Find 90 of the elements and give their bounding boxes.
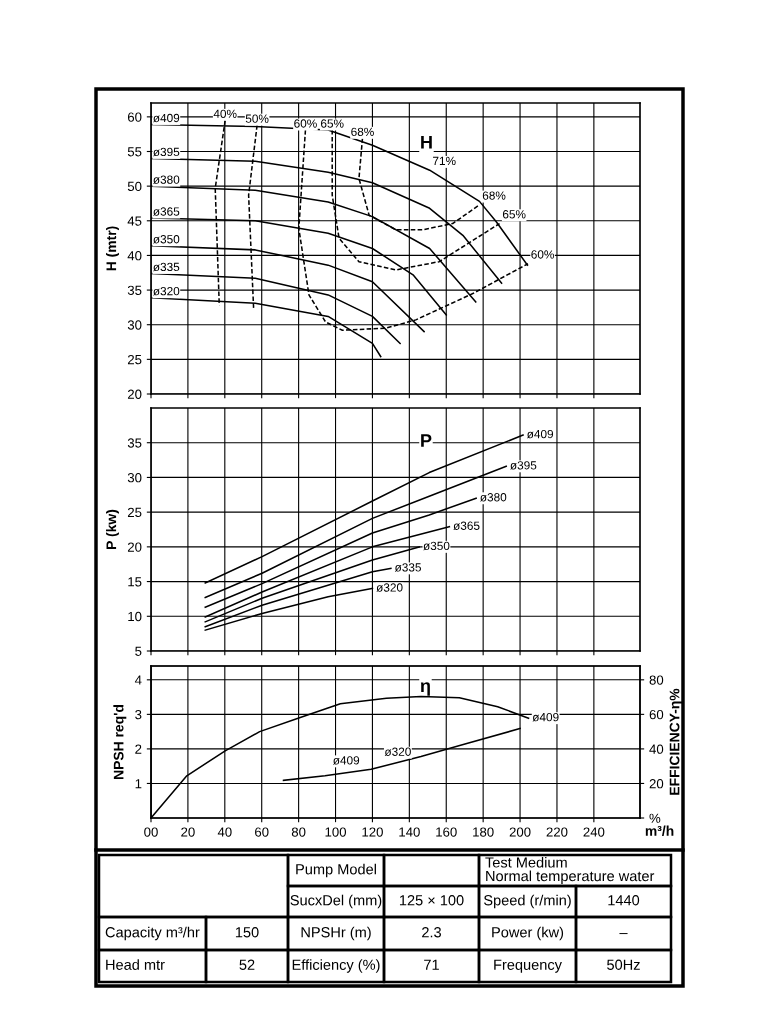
x-tick-label: 00 <box>144 827 158 837</box>
series-label: ø320 <box>376 583 403 592</box>
x-tick-label: 40 <box>217 827 232 837</box>
y-axis-title: H (mtr) <box>106 226 119 271</box>
y2-tick-label: 60 <box>649 709 664 720</box>
series-label: 60% <box>294 119 317 128</box>
text: Efficiency (%) <box>292 959 380 973</box>
text: Speed (r/min) <box>484 894 571 909</box>
series-label: ø320 <box>153 287 180 296</box>
y-axis-title: NPSH req'd <box>113 704 127 779</box>
series-label: ø365 <box>153 207 180 216</box>
x-tick-label: 200 <box>509 827 531 837</box>
annotation: ø409 <box>333 756 360 765</box>
annotation: 68% <box>482 191 506 200</box>
annotation: 65% <box>502 210 526 219</box>
text: Frequency <box>494 959 562 973</box>
y-tick-label: 45 <box>127 216 142 226</box>
y-tick-label: 25 <box>127 354 142 365</box>
annotation: η <box>420 682 430 696</box>
series-label: 40% <box>213 109 237 118</box>
y-tick-label: 5 <box>135 646 142 656</box>
y2-tick-label: 40 <box>649 744 664 754</box>
x-tick-label: 220 <box>546 827 568 837</box>
y2-tick-label: 20 <box>649 779 664 789</box>
series-label: ø395 <box>153 147 180 157</box>
series-label: ø409 <box>526 429 554 439</box>
y-tick-label: 2 <box>135 744 142 754</box>
y-tick-label: 60 <box>127 112 142 122</box>
text: Power (kw) <box>492 926 564 941</box>
x-axis-title: m³/h <box>645 825 674 836</box>
y-tick-label: 30 <box>127 473 142 483</box>
y-tick-label: 3 <box>135 709 142 720</box>
series-label: ø380 <box>153 175 180 184</box>
y-tick-label: 55 <box>127 147 142 157</box>
y-tick-label: 15 <box>128 577 142 587</box>
series-label: 68% <box>351 127 374 136</box>
annotation: ø320 <box>384 747 411 756</box>
x-tick-label: 60 <box>255 827 269 837</box>
x-tick-label: 20 <box>181 827 195 837</box>
x-tick-label: 160 <box>436 827 457 837</box>
series-label: ø350 <box>423 541 450 551</box>
y-tick-label: 25 <box>127 507 142 518</box>
text: Test Medium Normal temperature water <box>485 856 655 885</box>
text: 52 <box>239 959 255 970</box>
series-label: ø409 <box>153 113 180 123</box>
annotation: 60% <box>531 250 554 259</box>
x-tick-label: 120 <box>362 827 383 837</box>
y-tick-label: 35 <box>127 438 142 448</box>
y-tick-label: 35 <box>127 285 142 295</box>
y2-axis-title: EFFICIENCY-η% <box>669 688 683 795</box>
y-tick-label: 20 <box>127 389 142 399</box>
x-tick-label: 100 <box>325 827 347 837</box>
series-label: 65% <box>320 119 344 128</box>
y-tick-label: 30 <box>127 320 142 330</box>
text: 125 × 100 <box>399 895 464 906</box>
series-label: ø350 <box>153 235 180 244</box>
y-tick-label: 10 <box>128 611 142 622</box>
text: 50Hz <box>607 959 640 970</box>
text: 71 <box>424 959 439 970</box>
y-tick-label: 1 <box>135 779 142 789</box>
text: 2.3 <box>422 927 441 938</box>
y-tick-label: 50 <box>127 181 142 192</box>
series-label: ø335 <box>394 563 421 572</box>
text: – <box>619 933 628 935</box>
x-tick-label: 80 <box>291 827 306 837</box>
series-label: 50% <box>245 114 269 123</box>
series-label: ø380 <box>480 493 507 502</box>
x-tick-label: 180 <box>473 827 494 837</box>
text: Pump Model <box>296 863 376 878</box>
series-label: ø365 <box>453 521 480 530</box>
y-tick-label: 4 <box>134 675 142 685</box>
text: Head mtr <box>106 959 165 970</box>
text: SucxDel (mm) <box>290 894 382 909</box>
series-label: ø395 <box>510 461 537 470</box>
text: NPSHr (m) <box>301 926 371 941</box>
series-label: ø409 <box>532 712 559 722</box>
series-label: ø335 <box>153 262 180 272</box>
x-tick-label: 140 <box>399 827 420 837</box>
text: Capacity m³/hr <box>105 926 200 941</box>
x-tick-label: 240 <box>583 827 605 837</box>
y2-tick-label: % <box>649 813 661 823</box>
y-tick-label: 40 <box>127 251 142 261</box>
y-tick-label: 20 <box>127 542 142 552</box>
text: 150 <box>235 927 259 938</box>
annotation: H <box>421 135 432 149</box>
annotation: 71% <box>433 156 456 166</box>
y2-tick-label: 80 <box>649 675 664 685</box>
annotation: P <box>421 434 432 447</box>
text: 1440 <box>608 895 640 906</box>
y-axis-title: P (kw) <box>106 509 119 549</box>
